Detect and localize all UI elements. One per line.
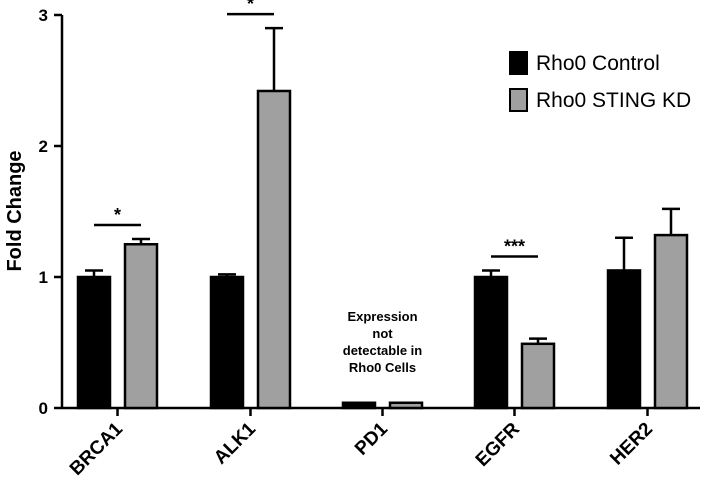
annotation-line: not bbox=[372, 326, 393, 341]
annotation-not-detectable: Expression not detectable in Rho0 Cells bbox=[343, 309, 423, 375]
bar-rho0-control-pd1 bbox=[341, 401, 377, 410]
significance-markers: ***** bbox=[94, 0, 538, 258]
bar-rho0-sting-kd-alk1 bbox=[256, 89, 292, 410]
legend-label-rho0-control: Rho0 Control bbox=[536, 52, 660, 75]
legend-swatch-rho0-sting-kd bbox=[509, 88, 528, 112]
bar-rho0-control-her2 bbox=[606, 269, 642, 410]
y-tick-label: 0 bbox=[39, 399, 48, 418]
x-tick-label-her2: HER2 bbox=[606, 419, 657, 470]
x-tick-label-egfr: EGFR bbox=[472, 418, 524, 470]
x-tick-label-alk1: ALK1 bbox=[210, 418, 260, 468]
y-tick-label: 1 bbox=[39, 268, 48, 287]
bar-rho0-sting-kd-pd1 bbox=[388, 401, 424, 410]
annotation-line: Expression bbox=[347, 309, 417, 324]
significance-label-egfr: *** bbox=[504, 236, 525, 256]
legend: Rho0 Control Rho0 STING KD bbox=[509, 51, 691, 112]
significance-label-brca1: * bbox=[114, 205, 121, 225]
x-tick-label-brca1: BRCA1 bbox=[66, 418, 127, 479]
legend-swatch-rho0-control bbox=[509, 51, 528, 75]
bar-rho0-sting-kd-brca1 bbox=[123, 243, 159, 410]
annotation-line: Rho0 Cells bbox=[349, 360, 416, 375]
y-tick-label: 3 bbox=[39, 6, 48, 25]
y-axis-title: Fold Change bbox=[4, 150, 26, 271]
x-tick-label-pd1: PD1 bbox=[351, 418, 392, 459]
annotation-line: detectable in bbox=[343, 343, 423, 358]
bar-rho0-control-brca1 bbox=[76, 275, 112, 410]
bar-rho0-control-alk1 bbox=[209, 275, 245, 410]
bars bbox=[76, 26, 689, 410]
bar-rho0-control-egfr bbox=[473, 275, 509, 410]
significance-label-alk1: * bbox=[247, 0, 254, 14]
y-tick-label: 2 bbox=[39, 137, 48, 156]
bar-rho0-sting-kd-egfr bbox=[520, 342, 556, 410]
legend-label-rho0-sting-kd: Rho0 STING KD bbox=[536, 89, 691, 112]
bar-rho0-sting-kd-her2 bbox=[653, 233, 689, 410]
